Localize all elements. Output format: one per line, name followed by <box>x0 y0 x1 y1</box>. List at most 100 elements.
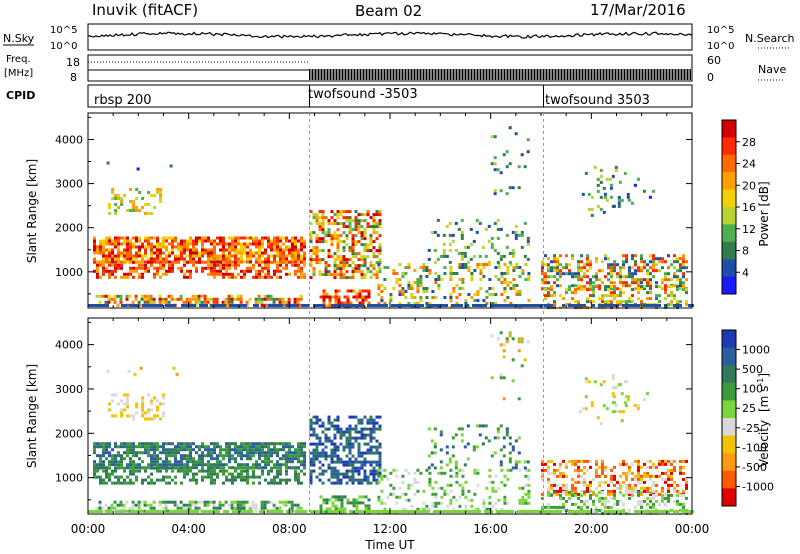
data-cell-p11 <box>622 291 625 295</box>
data-cell-p5 <box>309 234 313 238</box>
data-cell-v0 <box>102 460 105 464</box>
data-cell-v0 <box>177 445 180 449</box>
data-cell-v0 <box>138 442 141 446</box>
data-cell-p9 <box>505 192 509 196</box>
data-cell-p1 <box>129 260 132 264</box>
data-cell-v10 <box>634 489 637 493</box>
data-cell-p7 <box>482 299 486 302</box>
data-cell-p5 <box>351 234 355 238</box>
data-cell-v2 <box>293 503 297 507</box>
data-cell-v8 <box>472 448 476 452</box>
data-cell-p2 <box>263 297 267 301</box>
data-cell-p5 <box>339 273 343 277</box>
data-cell-v9 <box>511 379 515 383</box>
data-cell-v0 <box>150 454 153 458</box>
data-cell-p1 <box>195 260 198 264</box>
data-cell-v5 <box>312 451 316 455</box>
data-cell-v0 <box>189 442 192 446</box>
data-cell-v0 <box>105 448 108 452</box>
data-cell-p2 <box>101 294 105 298</box>
data-cell-v11 <box>592 508 595 512</box>
data-cell-p5 <box>327 234 331 238</box>
data-cell-v0 <box>300 463 303 467</box>
ground-cell-p <box>421 304 424 307</box>
data-cell-p10 <box>634 278 637 282</box>
data-cell-v2 <box>149 503 153 507</box>
data-cell-v8 <box>460 433 464 437</box>
data-cell-v1 <box>279 481 282 485</box>
data-cell-p0 <box>195 242 198 246</box>
data-cell-p11 <box>544 297 547 301</box>
data-cell-p7 <box>428 269 432 272</box>
data-cell-v0 <box>255 451 258 455</box>
ground-cell-p <box>94 304 97 307</box>
data-cell-p10 <box>577 287 580 291</box>
data-cell-v5 <box>372 427 376 431</box>
data-cell-v12 <box>611 377 615 381</box>
data-cell-p10 <box>622 284 625 288</box>
data-cell-v7 <box>473 507 477 511</box>
data-cell-p7 <box>521 269 525 272</box>
data-cell-p10 <box>637 287 640 291</box>
data-cell-v10 <box>685 483 688 487</box>
data-cell-v5 <box>309 469 313 473</box>
data-cell-v2 <box>113 500 117 504</box>
data-cell-p5 <box>321 258 325 262</box>
data-cell-v3 <box>132 417 136 421</box>
data-cell-p10 <box>673 254 676 258</box>
data-cell-v7 <box>476 483 480 487</box>
data-cell-p7 <box>422 263 426 266</box>
data-cell-v5 <box>372 436 376 440</box>
data-cell-p5 <box>360 276 364 280</box>
ground-cell-v <box>349 510 352 513</box>
data-cell-v0 <box>102 451 105 455</box>
data-cell-v0 <box>243 442 246 446</box>
data-cell-v0 <box>153 457 156 461</box>
data-cell-p7 <box>380 296 384 299</box>
data-cell-v2 <box>194 503 198 507</box>
data-cell-p0 <box>240 254 243 258</box>
data-cell-v5 <box>345 454 349 458</box>
data-cell-v0 <box>258 454 261 458</box>
data-cell-v7 <box>506 477 510 481</box>
power-ytick-label: 2000 <box>55 222 83 235</box>
data-cell-v10 <box>634 474 637 478</box>
data-cell-v10 <box>571 483 574 487</box>
data-cell-v5 <box>330 424 334 428</box>
data-cell-v9 <box>520 340 524 344</box>
data-cell-p1 <box>207 266 210 270</box>
data-cell-v0 <box>204 463 207 467</box>
data-cell-v5 <box>360 427 364 431</box>
data-cell-v12 <box>611 392 615 396</box>
data-cell-v7 <box>377 495 381 499</box>
data-cell-p0 <box>258 257 261 261</box>
data-cell-p0 <box>234 254 237 258</box>
data-cell-p11 <box>586 300 589 304</box>
data-cell-p5 <box>318 270 322 274</box>
data-cell-p6 <box>343 295 347 299</box>
data-cell-v0 <box>144 451 147 455</box>
data-cell-v0 <box>165 451 168 455</box>
data-cell-p8 <box>448 233 452 237</box>
data-cell-v6 <box>325 507 329 511</box>
data-cell-v10 <box>553 483 556 487</box>
data-cell-p2 <box>188 297 192 301</box>
data-cell-p0 <box>195 239 198 243</box>
data-cell-v5 <box>333 469 337 473</box>
data-cell-v2 <box>263 500 267 504</box>
data-cell-v7 <box>425 468 429 472</box>
data-cell-p7 <box>389 299 393 302</box>
data-cell-v2 <box>113 506 117 510</box>
data-cell-v0 <box>129 445 132 449</box>
ground-cell-v <box>583 510 586 513</box>
cpid-change-markers <box>308 113 545 514</box>
data-cell-p0 <box>255 251 258 255</box>
data-cell-p3 <box>147 191 151 194</box>
data-cell-p10 <box>556 284 559 288</box>
ground-cell-v <box>460 510 463 513</box>
data-cell-v0 <box>279 442 282 446</box>
data-cell-v10 <box>670 459 673 463</box>
data-cell-p5 <box>360 264 364 268</box>
data-cell-v11 <box>661 499 664 503</box>
data-cell-v0 <box>294 448 297 452</box>
